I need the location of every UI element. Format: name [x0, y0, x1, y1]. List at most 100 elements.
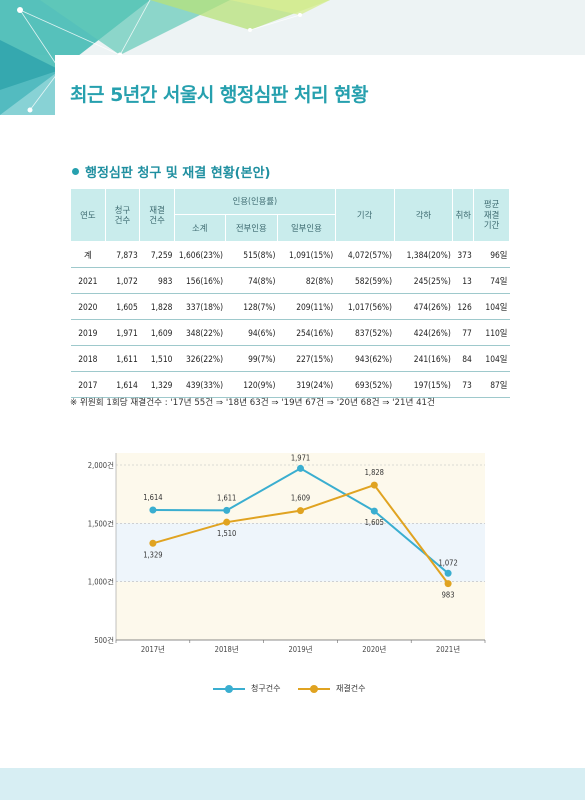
header-avg-period: 평균 재결 기간: [473, 188, 510, 242]
data-label: 1,971: [291, 453, 310, 462]
table-cell-rejected: 1,384(20%): [394, 241, 453, 268]
table-cell-dismissed: 693(52%): [335, 371, 395, 398]
header-claims: 청구 건수: [104, 188, 141, 242]
table-cell-partial: 1,091(15%): [277, 241, 336, 268]
table-cell-decisions: 1,609: [139, 319, 175, 346]
line-chart: 500건 1,000건 1,500건 2,000건 2017년 2018년 2019년 202…: [88, 453, 486, 654]
table-cell-decisions: 1,329: [139, 371, 175, 398]
x-tick-label: 2021년: [436, 644, 460, 654]
header-year: 연도: [70, 188, 106, 242]
table-cell-partial: 227(15%): [277, 345, 336, 372]
data-point: [223, 518, 231, 526]
y-tick-label: 2,000건: [88, 460, 114, 470]
table-cell-year: 계: [70, 241, 106, 268]
data-point: [444, 569, 452, 577]
table-cell-withdrawn: 73: [452, 371, 474, 398]
data-point: [297, 507, 304, 515]
chart-legend: 청구건수 재결건수: [0, 683, 585, 697]
table-cell-dismissed: 837(52%): [335, 319, 395, 346]
header-full-accept: 전부인용: [224, 214, 279, 242]
table-cell-subtotal: 156(16%): [174, 267, 226, 294]
table-cell-withdrawn: 373: [452, 241, 474, 268]
table-cell-claims: 1,611: [105, 345, 140, 372]
x-tick-label: 2017년: [141, 644, 165, 654]
table-cell-full: 94(6%): [225, 319, 278, 346]
table-row: 2021 1,072 983 156(16%) 74(8%) 82(8%) 582(59%)…: [70, 267, 510, 294]
y-tick-label: 1,000건: [88, 577, 114, 587]
data-label: 1,329: [143, 550, 162, 559]
table-cell-dismissed: 4,072(57%): [335, 241, 395, 268]
title-card: [55, 55, 585, 115]
table-footnote: ※ 위원회 1회당 재결건수 : '17년 55건 ⇒ '18년 63건 ⇒ '…: [70, 398, 435, 408]
table-cell-claims: 1,971: [105, 319, 140, 346]
data-label: 1,072: [438, 558, 457, 567]
legend-item-decisions: 재결건수: [298, 683, 365, 694]
table-cell-withdrawn: 13: [452, 267, 474, 294]
y-tick-label: 1,500건: [88, 518, 114, 528]
data-label: 983: [442, 591, 455, 600]
table-cell-claims: 1,614: [105, 371, 140, 398]
table-row: 2020 1,605 1,828 337(18%) 128(7%) 209(11%) 1,0…: [70, 293, 510, 320]
table-cell-rejected: 245(25%): [394, 267, 453, 294]
data-point: [444, 580, 452, 588]
table-cell-partial: 209(11%): [277, 293, 336, 320]
data-point: [370, 507, 378, 515]
table-cell-year: 2017: [70, 371, 106, 398]
table-cell-rejected: 424(26%): [394, 319, 453, 346]
table-cell-avg: 96일: [473, 241, 510, 268]
table-cell-year: 2021: [70, 267, 106, 294]
plot-band-lower: [116, 581, 485, 640]
legend-label-decisions: 재결건수: [336, 684, 366, 693]
table-cell-withdrawn: 126: [452, 293, 474, 320]
table-cell-year: 2020: [70, 293, 106, 320]
table-row: 계 7,873 7,259 1,606(23%) 515(8%) 1,091(15%) 4,…: [70, 241, 510, 268]
data-point: [370, 481, 378, 489]
table-cell-full: 74(8%): [225, 267, 278, 294]
data-label: 1,605: [365, 518, 384, 527]
page-title: 최근 5년간 서울시 행정심판 처리 현황: [70, 84, 369, 106]
table-cell-decisions: 7,259: [139, 241, 175, 268]
table-cell-partial: 319(24%): [277, 371, 336, 398]
section-title: 행정심판 청구 및 재결 현황(본안): [85, 166, 271, 181]
data-label: 1,510: [217, 529, 236, 538]
table-cell-avg: 74일: [473, 267, 510, 294]
table-cell-dismissed: 1,017(56%): [335, 293, 395, 320]
table-cell-rejected: 197(15%): [394, 371, 453, 398]
table-cell-withdrawn: 84: [452, 345, 474, 372]
header-dismissed: 기각: [334, 188, 395, 242]
table-cell-subtotal: 337(18%): [174, 293, 226, 320]
table-cell-decisions: 1,510: [139, 345, 175, 372]
table-cell-withdrawn: 77: [452, 319, 474, 346]
table-cell-full: 128(7%): [225, 293, 278, 320]
table-cell-avg: 87일: [473, 371, 510, 398]
header-rejected: 각하: [393, 188, 454, 242]
table-cell-dismissed: 943(62%): [335, 345, 395, 372]
statistics-table: 연도 청구 건수 재결 건수 인용(인용률) 기각 각하 취하 평균 재결 기간…: [70, 188, 510, 398]
table-cell-avg: 110일: [473, 319, 510, 346]
legend-swatch-decisions: [298, 684, 330, 693]
table-cell-partial: 254(16%): [277, 319, 336, 346]
table-row: 2017 1,614 1,329 439(33%) 120(9%) 319(24%) 693…: [70, 371, 510, 398]
header-subtotal: 소계: [173, 214, 226, 242]
bullet-icon: [72, 168, 79, 175]
table-cell-rejected: 241(16%): [394, 345, 453, 372]
table-cell-decisions: 983: [139, 267, 175, 294]
header-partial-accept: 일부인용: [277, 214, 336, 242]
table-cell-full: 515(8%): [225, 241, 278, 268]
data-point: [149, 539, 157, 547]
data-label: 1,614: [143, 493, 162, 502]
table-cell-avg: 104일: [473, 345, 510, 372]
data-label: 1,609: [291, 494, 310, 503]
x-tick-label: 2018년: [215, 644, 239, 654]
table-cell-claims: 1,072: [105, 267, 140, 294]
data-label: 1,611: [217, 493, 236, 502]
table-row: 2018 1,611 1,510 326(22%) 99(7%) 227(15%) 943(…: [70, 345, 510, 372]
table-cell-subtotal: 439(33%): [174, 371, 226, 398]
plot-band-middle: [116, 523, 485, 582]
table-cell-year: 2019: [70, 319, 106, 346]
table-cell-partial: 82(8%): [277, 267, 336, 294]
table-cell-decisions: 1,828: [139, 293, 175, 320]
data-point: [223, 506, 231, 514]
header-withdrawn: 취하: [452, 188, 475, 242]
table-cell-subtotal: 326(22%): [174, 345, 226, 372]
